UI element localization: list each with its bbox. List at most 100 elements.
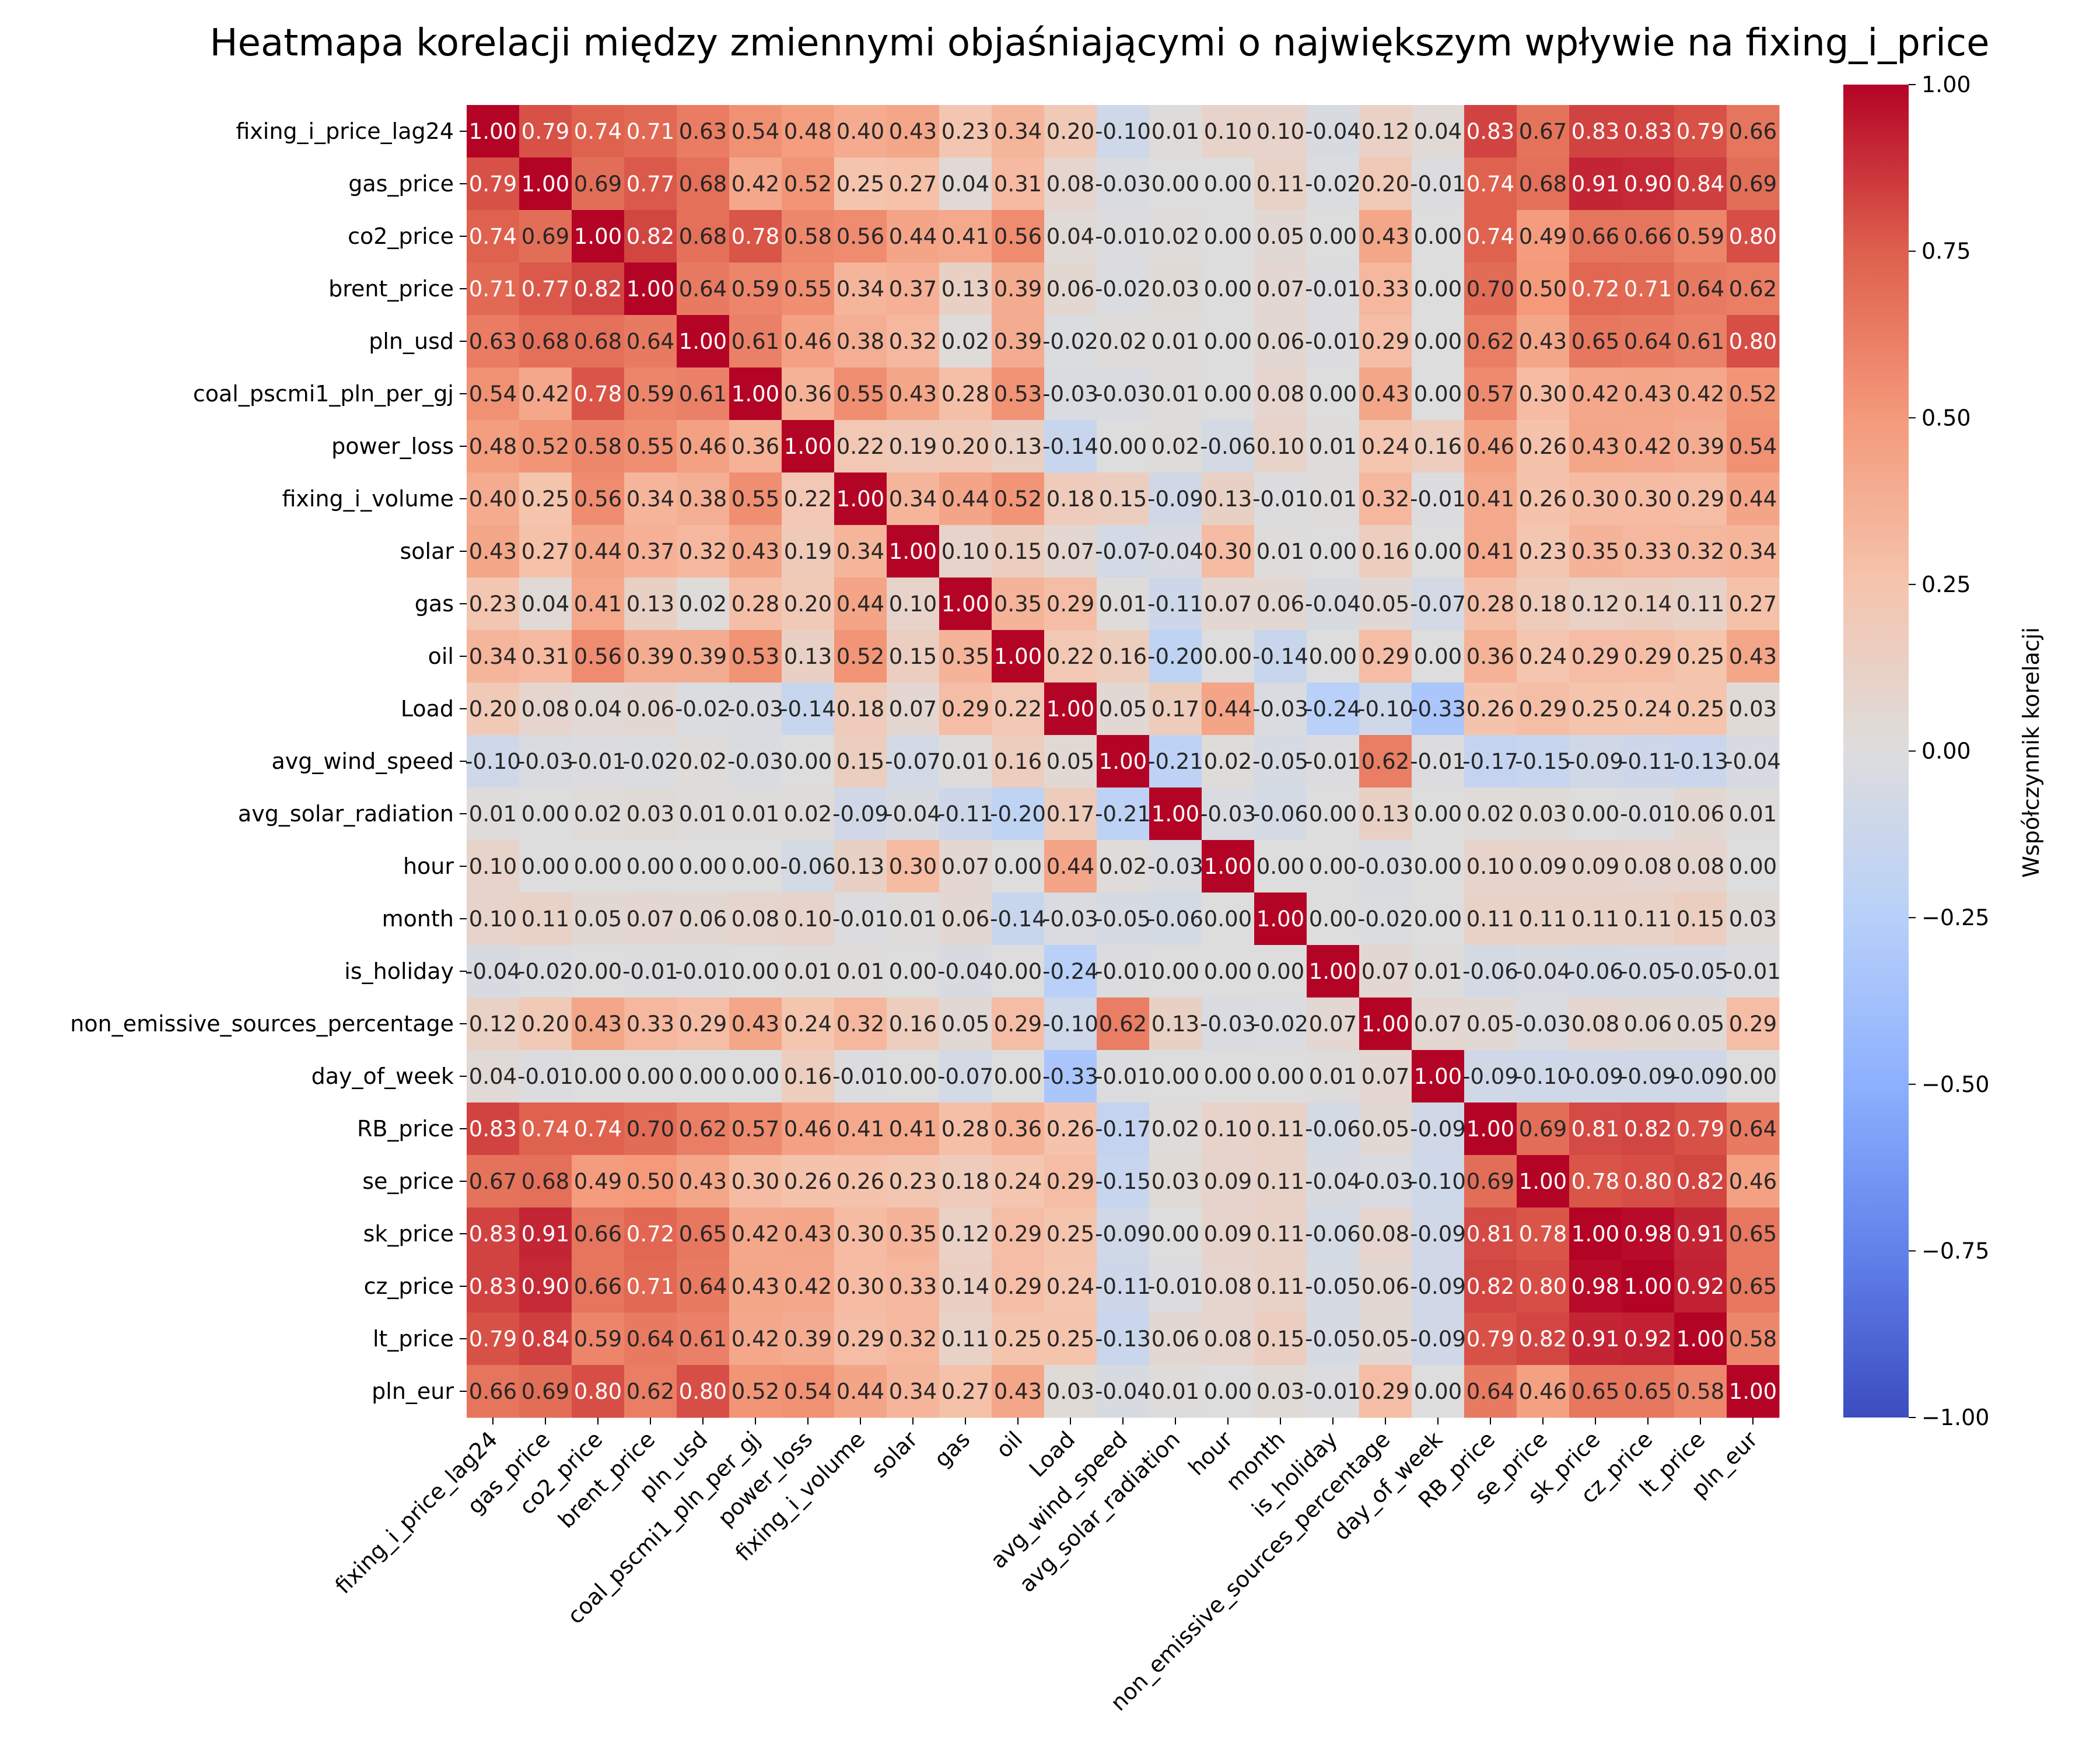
cell-value-label: 0.01 [469, 802, 517, 827]
heatmap-cell [1307, 840, 1360, 893]
cell-value-label: 0.79 [469, 172, 517, 197]
heatmap-cell [1569, 945, 1622, 998]
cell-value-label: 0.44 [836, 1379, 884, 1404]
heatmap-cell [1622, 158, 1675, 211]
heatmap-cell [834, 473, 887, 526]
cell-value-label: -0.03 [1147, 854, 1203, 879]
heatmap-cell [1254, 262, 1307, 316]
cell-value-label: 0.25 [836, 172, 884, 197]
heatmap-cell [1149, 368, 1202, 421]
heatmap-cell [1674, 630, 1727, 683]
heatmap-cell [1254, 892, 1307, 946]
heatmap-cell [1464, 630, 1517, 683]
cell-value-label: 1.00 [1414, 1064, 1462, 1089]
cell-value-label: 0.80 [1624, 1169, 1672, 1194]
heatmap-cell [1149, 525, 1202, 578]
cell-value-label: 0.50 [1519, 276, 1567, 302]
heatmap-cell [572, 1312, 625, 1366]
cell-value-label: 0.17 [1046, 802, 1094, 827]
heatmap-cell [1044, 262, 1097, 316]
cell-value-label: -0.09 [1147, 487, 1203, 512]
cell-value-label: 0.91 [1572, 172, 1619, 197]
cell-value-label: 0.19 [889, 434, 937, 459]
cell-value-label: 0.28 [732, 592, 779, 617]
cell-value-label: 0.25 [1046, 1222, 1094, 1247]
heatmap-cell [1097, 1050, 1150, 1103]
heatmap-cell [1254, 840, 1307, 893]
cell-value-label: 0.98 [1624, 1222, 1672, 1247]
heatmap-cell [572, 158, 625, 211]
heatmap-cell [1097, 578, 1150, 631]
heatmap-cell [782, 525, 835, 578]
heatmap-cell [939, 1312, 992, 1366]
heatmap-cell [1622, 1102, 1675, 1156]
heatmap-cell [729, 420, 782, 473]
cell-value-label: 0.42 [522, 382, 569, 407]
heatmap-cell [939, 682, 992, 736]
heatmap-cell [1727, 1365, 1780, 1418]
cell-value-label: -0.03 [727, 696, 783, 722]
cell-value-label: -0.01 [1095, 224, 1151, 249]
cell-value-label: 0.91 [522, 1222, 569, 1247]
cell-value-label: -0.21 [1095, 802, 1151, 827]
heatmap-cell [1044, 578, 1097, 631]
cell-value-label: 0.00 [732, 959, 779, 984]
cell-value-label: 0.05 [1676, 1012, 1724, 1037]
cell-value-label: 1.00 [1309, 959, 1357, 984]
heatmap-cell [729, 630, 782, 683]
cell-value-label: 0.46 [784, 1116, 832, 1142]
cell-value-label: 0.98 [1572, 1274, 1619, 1299]
cell-value-label: -0.09 [1410, 1274, 1466, 1299]
cell-value-label: 0.13 [1204, 487, 1252, 512]
cell-value-label: 0.39 [784, 1326, 832, 1352]
cell-value-label: 1.00 [889, 539, 937, 564]
heatmap-cell [624, 892, 677, 946]
cell-value-label: 0.41 [942, 224, 989, 249]
heatmap-cell [677, 1312, 730, 1366]
cell-value-label: 0.02 [1152, 434, 1199, 459]
cell-value-label: -0.06 [1462, 959, 1518, 984]
cell-value-label: 0.18 [1519, 592, 1567, 617]
cell-value-label: 0.42 [1572, 382, 1619, 407]
heatmap-cell [1044, 315, 1097, 368]
heatmap-cell [1307, 735, 1360, 788]
cell-value-label: 0.31 [522, 644, 569, 669]
cell-value-label: 0.08 [1624, 854, 1672, 879]
cell-value-label: 0.25 [1676, 644, 1724, 669]
heatmap-cell [1307, 892, 1360, 946]
cell-value-label: 0.28 [942, 1116, 989, 1142]
heatmap-cell [1674, 210, 1727, 263]
heatmap-cell [1359, 1208, 1412, 1261]
cell-value-label: 0.69 [574, 172, 622, 197]
cell-value-label: -0.09 [1567, 1064, 1623, 1089]
cell-value-label: 0.34 [889, 487, 937, 512]
cell-value-label: 0.43 [1624, 382, 1672, 407]
heatmap-cell [1097, 158, 1150, 211]
heatmap-cell [1412, 892, 1465, 946]
heatmap-cell [1517, 1365, 1570, 1418]
heatmap-cell [519, 892, 572, 946]
cell-value-label: 0.37 [889, 276, 937, 302]
heatmap-cell [624, 682, 677, 736]
cell-value-label: 0.15 [1256, 1326, 1304, 1352]
y-tick-label: pln_usd [369, 328, 454, 354]
heatmap-cell [939, 1208, 992, 1261]
cell-value-label: 0.04 [942, 172, 989, 197]
heatmap-cell [1517, 578, 1570, 631]
heatmap-cell [1307, 315, 1360, 368]
heatmap-cell [887, 840, 940, 893]
cell-value-label: -0.06 [1305, 1222, 1361, 1247]
cell-value-label: 0.70 [1466, 276, 1514, 302]
cell-value-label: 0.01 [1729, 802, 1777, 827]
heatmap-cell [1569, 210, 1622, 263]
cell-value-label: 0.66 [1729, 119, 1777, 144]
cell-value-label: -0.02 [622, 749, 678, 774]
heatmap-cell [624, 1208, 677, 1261]
cell-value-label: 0.79 [469, 1326, 517, 1352]
cell-value-label: 0.69 [1519, 1116, 1567, 1142]
cell-value-label: 0.05 [942, 1012, 989, 1037]
heatmap-cell [1359, 892, 1412, 946]
colorbar-tick-label: 0.50 [1922, 405, 1971, 430]
heatmap-cell [1569, 158, 1622, 211]
cell-value-label: 0.29 [994, 1222, 1042, 1247]
